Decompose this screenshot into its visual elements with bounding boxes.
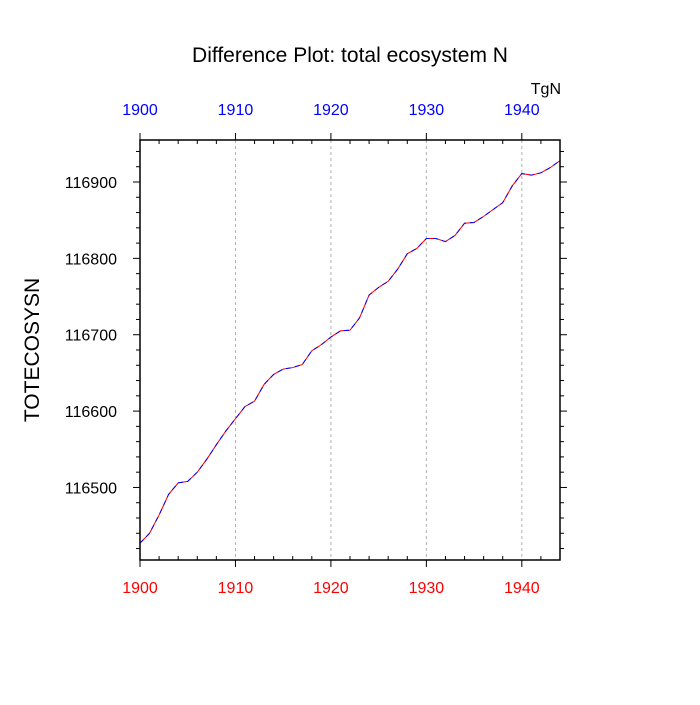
- y-axis-label: TOTECOSYSN: [21, 278, 44, 422]
- y-tick-label: 116500: [65, 480, 117, 497]
- x-tick-label-bottom: 1900: [122, 580, 158, 597]
- y-tick-label: 116700: [65, 328, 117, 345]
- x-tick-label-bottom: 1910: [218, 580, 254, 597]
- tick-labels: 1900 1900 1910 1910 1920 1920 1930 1930 1940 1940…: [65, 102, 540, 597]
- x-tick-label-top: 1920: [313, 102, 349, 119]
- y-tick-label: 116600: [65, 404, 117, 421]
- y-tick-label: 116900: [65, 175, 117, 192]
- series-line-1: [139, 160, 561, 544]
- units-label: TgN: [531, 81, 561, 98]
- plot-frame: [139, 139, 561, 561]
- grid-lines: [234, 140, 523, 560]
- x-tick-label-bottom: 1930: [409, 580, 445, 597]
- x-tick-label-bottom: 1920: [313, 580, 349, 597]
- x-tick-label-top: 1900: [122, 102, 158, 119]
- x-tick-label-top: 1930: [409, 102, 445, 119]
- x-tick-label-top: 1910: [218, 102, 254, 119]
- chart-title: Difference Plot: total ecosystem N: [192, 44, 508, 67]
- x-tick-label-bottom: 1940: [504, 580, 540, 597]
- series-lines: [139, 160, 561, 544]
- y-tick-label: 116800: [65, 251, 117, 268]
- x-tick-label-top: 1940: [504, 102, 540, 119]
- major-ticks: [133, 133, 567, 567]
